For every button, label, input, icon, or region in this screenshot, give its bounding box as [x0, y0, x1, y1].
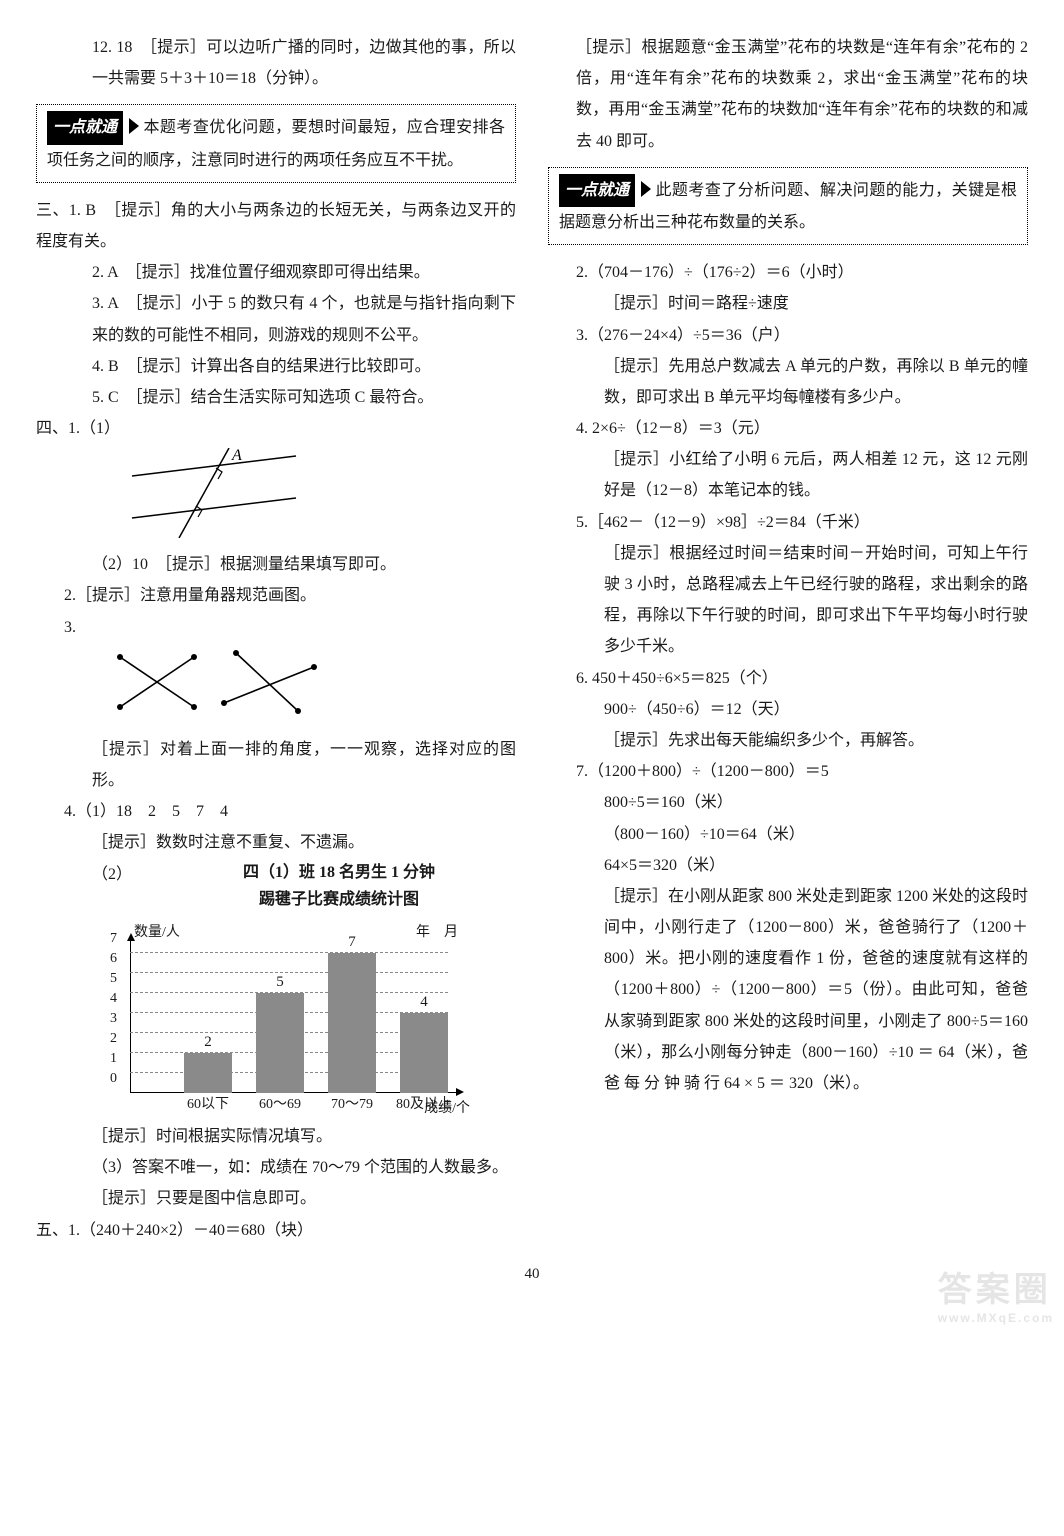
section-3-item-2: 2. A ［提示］找准位置仔细观察即可得出结果。 — [36, 257, 516, 288]
chart-y-tick: 7 — [110, 932, 117, 946]
watermark-line2: www.MXqE.com — [938, 1311, 1054, 1325]
chart-y-tick: 1 — [110, 1052, 117, 1066]
r2-a: 2.（704－176）÷（176÷2）＝6（小时） — [548, 257, 1028, 288]
section-4-3-note: ［提示］对着上面一排的角度，一一观察，选择对应的图形。 — [36, 734, 516, 796]
bar-chart: 数量/人 年 月 成绩/个 01234567260以下560～69770～794… — [106, 921, 466, 1113]
chart-bar-value: 7 — [328, 934, 376, 951]
chart-bar-value: 2 — [184, 1034, 232, 1051]
section-4-1-1-label: 四、1.（1） — [36, 413, 516, 444]
chart-bar-value: 5 — [256, 974, 304, 991]
section-5-1: 五、1.（240＋240×2）－40＝680（块） — [36, 1215, 516, 1246]
chart-bar-value: 4 — [400, 994, 448, 1011]
r6-a: 6. 450＋450÷6×5＝825（个） — [548, 663, 1028, 694]
chart-category-label: 60以下 — [168, 1093, 248, 1113]
section-3-item-1: 三、1. B ［提示］角的大小与两条边的长短无关，与两条边叉开的程度有关。 — [36, 195, 516, 257]
chart-y-axis — [130, 935, 131, 1093]
section-3-item-4: 4. B ［提示］计算出各自的结果进行比较即可。 — [36, 351, 516, 382]
section-3-item-3: 3. A ［提示］小于 5 的数只有 4 个，也就是与指针指向剩下来的数的可能性… — [36, 288, 516, 350]
watermark-line1: 答案圈 — [938, 1271, 1052, 1309]
item-12: 12. 18 ［提示］可以边听广播的同时，边做其他的事，所以一共需要 5＋3＋1… — [36, 32, 516, 94]
r7-a: 7.（1200＋800）÷（1200－800）＝5 — [548, 756, 1028, 787]
section-4-4-2-label: （2） — [36, 859, 162, 890]
tip-box-1: 一点就通本题考查优化问题，要想时间最短，应合理安排各项任务之间的顺序，注意同时进… — [36, 104, 516, 182]
chart-category-label: 70～79 — [312, 1093, 392, 1113]
r4-a: 4. 2×6÷（12－8）＝3（元） — [548, 413, 1028, 444]
section-4-3-label: 3. — [36, 612, 516, 643]
chart-bar — [400, 1013, 448, 1093]
chart-gridline — [130, 952, 448, 953]
r6-b: 900÷（450÷6）＝12（天） — [548, 694, 1028, 725]
chart-date-label: 年 月 — [416, 921, 458, 941]
tip-arrow-icon — [129, 118, 139, 134]
tip-arrow-icon-2 — [641, 181, 651, 197]
section-4-4-1: 4.（1）18 2 5 7 4 — [36, 796, 516, 827]
svg-text:A: A — [231, 448, 242, 464]
section-4-4-3-note: ［提示］只要是图中信息即可。 — [36, 1183, 516, 1214]
chart-category-label: 80及以上 — [384, 1093, 464, 1113]
r7-d: 64×5＝320（米） — [548, 850, 1028, 881]
r4-b: ［提示］小红给了小明 6 元后，两人相差 12 元，这 12 元刚好是（12－8… — [548, 444, 1028, 506]
chart-y-tick: 2 — [110, 1032, 117, 1046]
chart-y-axis-label: 数量/人 — [134, 921, 180, 941]
watermark: 答案圈 www.MXqE.com — [938, 1262, 1054, 1325]
r2-b: ［提示］时间＝路程÷速度 — [548, 288, 1028, 319]
r5-b: ［提示］根据经过时间＝结束时间－开始时间，可知上午行驶 3 小时，总路程减去上午… — [548, 538, 1028, 663]
figure-parallel-lines: A — [124, 448, 304, 538]
tip-label-2: 一点就通 — [559, 174, 635, 207]
section-4-1-2: （2）10 ［提示］根据测量结果填写即可。 — [36, 549, 516, 580]
section-3-item-5: 5. C ［提示］结合生活实际可知选项 C 最符合。 — [36, 382, 516, 413]
r5-a: 5.［462－（12－9）×98］÷2＝84（千米） — [548, 507, 1028, 538]
chart-bar — [184, 1053, 232, 1093]
chart-y-tick: 3 — [110, 1012, 117, 1026]
section-4-4-2-note: ［提示］时间根据实际情况填写。 — [36, 1121, 516, 1152]
chart-bar — [328, 953, 376, 1093]
chart-bar — [256, 993, 304, 1093]
r6-c: ［提示］先求出每天能编织多少个，再解答。 — [548, 725, 1028, 756]
chart-title-2: 踢毽子比赛成绩统计图 — [162, 886, 516, 913]
figure-crossing-lines — [108, 645, 328, 725]
page-number: 40 — [36, 1266, 1028, 1283]
r7-e: ［提示］在小刚从距家 800 米处走到距家 1200 米处的这段时间中，小刚行走… — [548, 881, 1028, 1099]
chart-title-1: 四（1）班 18 名男生 1 分钟 — [162, 859, 516, 886]
chart-y-tick: 0 — [110, 1072, 117, 1086]
chart-gridline — [130, 972, 448, 973]
chart-y-tick: 6 — [110, 952, 117, 966]
section-4-4-1-note: ［提示］数数时注意不重复、不遗漏。 — [36, 827, 516, 858]
chart-y-tick: 4 — [110, 992, 117, 1006]
r3-b: ［提示］先用总户数减去 A 单元的户数，再除以 B 单元的幢数，即可求出 B 单… — [548, 351, 1028, 413]
section-4-2: 2.［提示］注意用量角器规范画图。 — [36, 580, 516, 611]
right-heading-note: ［提示］根据题意“金玉满堂”花布的块数是“连年有余”花布的 2 倍，用“连年有余… — [548, 32, 1028, 157]
tip-label: 一点就通 — [47, 111, 123, 144]
tip-box-2: 一点就通此题考查了分析问题、解决问题的能力，关键是根据题意分析出三种花布数量的关… — [548, 167, 1028, 245]
r3-a: 3.（276－24×4）÷5＝36（户） — [548, 320, 1028, 351]
r7-c: （800－160）÷10＝64（米） — [548, 819, 1028, 850]
chart-y-tick: 5 — [110, 972, 117, 986]
section-4-4-3: （3）答案不唯一，如：成绩在 70～79 个范围的人数最多。 — [36, 1152, 516, 1183]
chart-category-label: 60～69 — [240, 1093, 320, 1113]
r7-b: 800÷5＝160（米） — [548, 787, 1028, 818]
